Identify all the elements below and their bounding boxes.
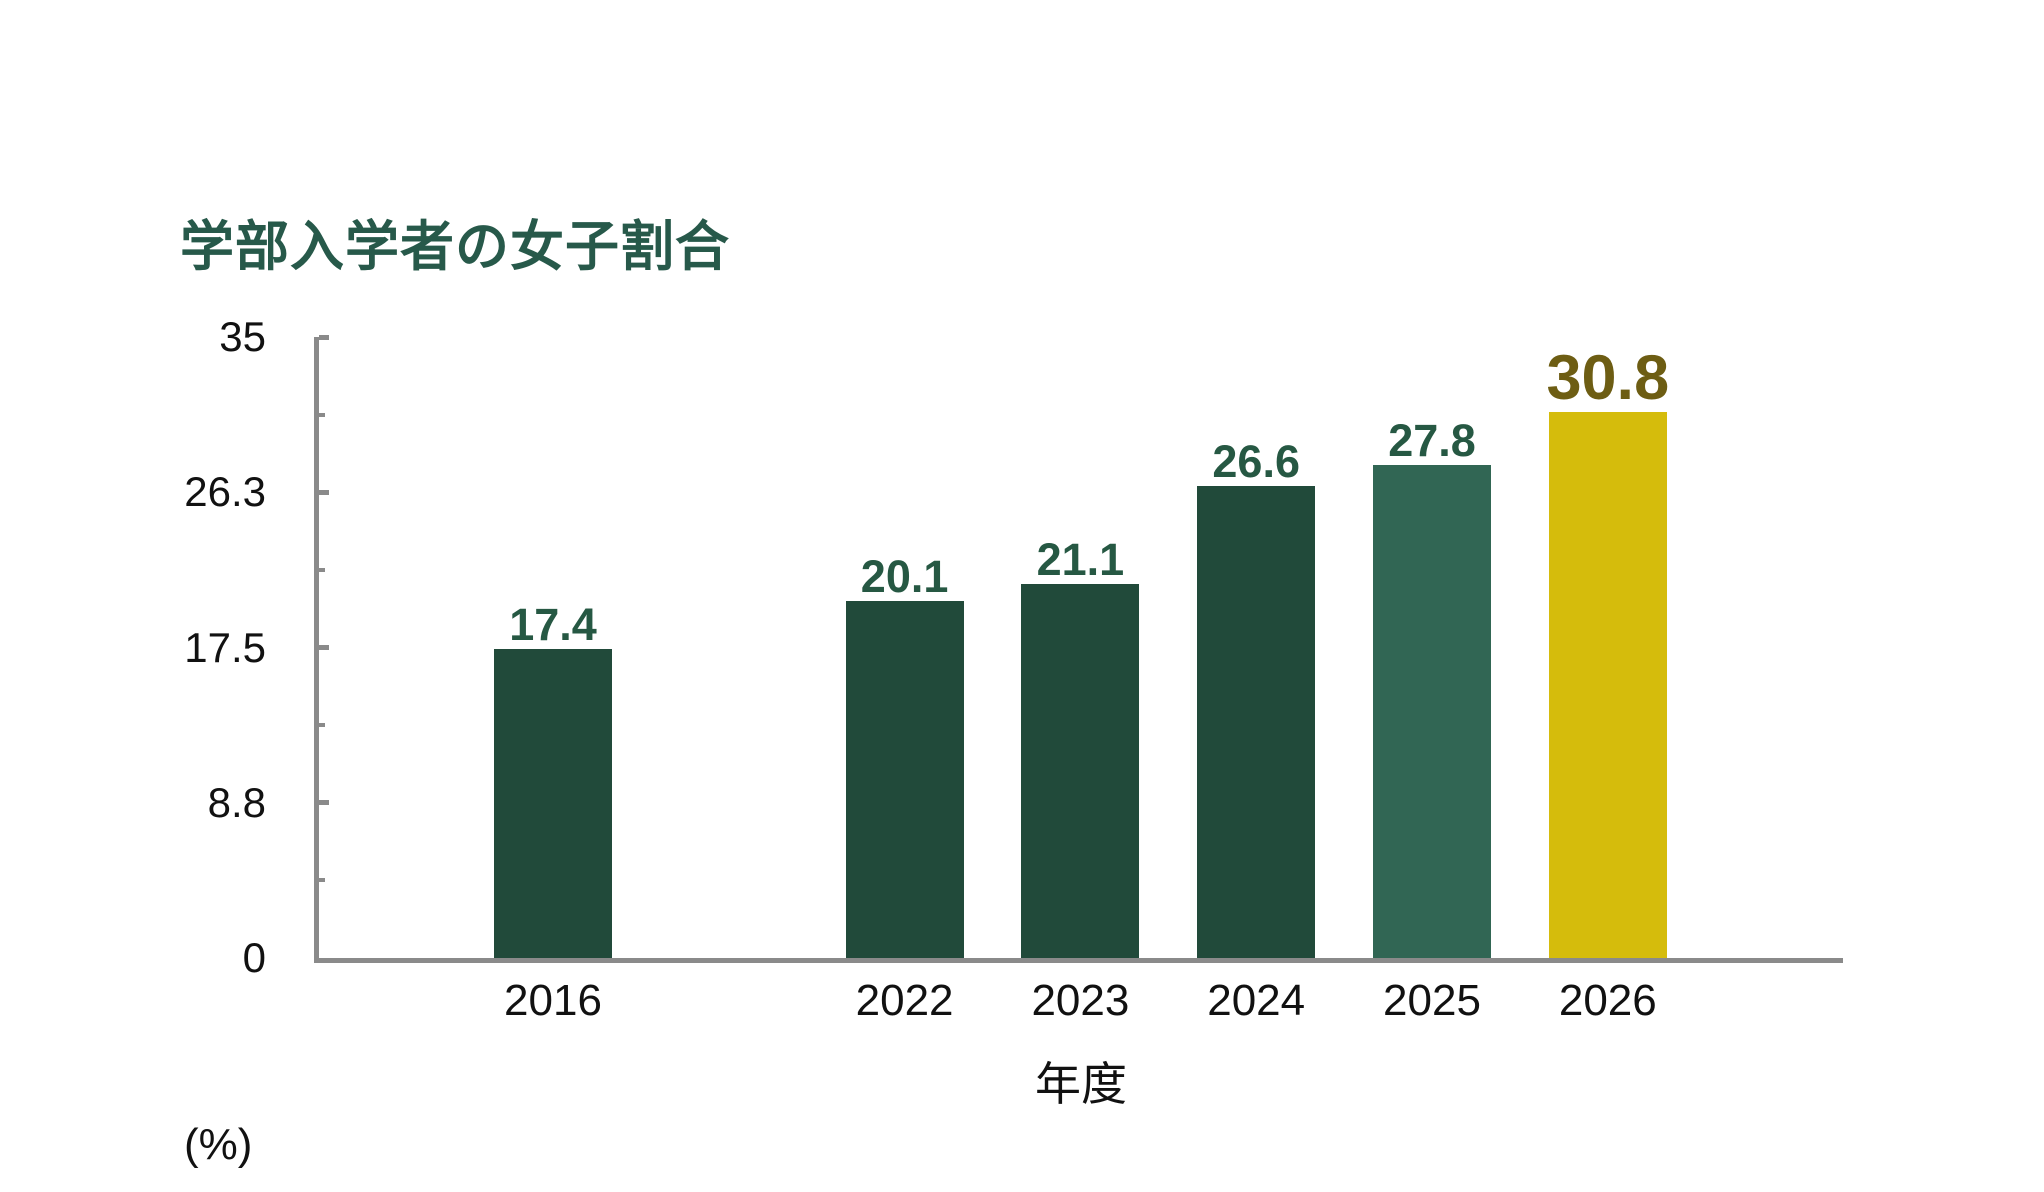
bar-value-label-2026: 30.8 bbox=[1546, 343, 1670, 413]
bar-2024 bbox=[1197, 486, 1316, 958]
x-tick-label-2024: 2024 bbox=[1207, 976, 1306, 1025]
x-tick-label-2022: 2022 bbox=[855, 976, 954, 1025]
bar-value-label-2023: 21.1 bbox=[1036, 534, 1125, 585]
bar-2022 bbox=[845, 601, 964, 958]
bar-value-label-2016: 17.4 bbox=[509, 599, 597, 650]
x-tick-label-2026: 2026 bbox=[1558, 976, 1657, 1025]
x-tick-label-2016: 2016 bbox=[504, 976, 602, 1025]
y-minor-tick bbox=[319, 412, 325, 417]
y-major-tick bbox=[319, 334, 329, 340]
y-tick-label: 35 bbox=[219, 313, 266, 360]
bar-value-label-2025: 27.8 bbox=[1388, 415, 1476, 466]
y-minor-tick bbox=[319, 878, 325, 883]
y-tick-label: 26.3 bbox=[184, 468, 266, 516]
y-major-tick bbox=[319, 645, 329, 650]
plot-area: 17.4 20.1 21.1 26.6 27.8 30.8 bbox=[314, 334, 1843, 963]
y-tick-label: 17.5 bbox=[184, 623, 266, 671]
bar-2023 bbox=[1021, 584, 1140, 958]
y-minor-tick bbox=[319, 567, 325, 572]
y-tick-label: 0 bbox=[242, 934, 266, 981]
x-tick-label-2023: 2023 bbox=[1031, 976, 1130, 1025]
y-major-tick bbox=[319, 489, 329, 495]
y-tick-label: 8.8 bbox=[207, 778, 266, 826]
bar-2025 bbox=[1373, 465, 1491, 958]
bar-value-label-2024: 26.6 bbox=[1212, 436, 1300, 487]
x-axis-title: 年度 bbox=[1035, 1058, 1127, 1110]
bar-2026 bbox=[1548, 412, 1667, 958]
bar-2016 bbox=[494, 649, 612, 958]
chart-title: 学部入学者の女子割合 bbox=[180, 217, 730, 277]
y-minor-tick bbox=[319, 723, 325, 728]
y-axis-unit-label: (%) bbox=[184, 1120, 253, 1169]
bar-value-label-2022: 20.1 bbox=[860, 551, 949, 602]
y-major-tick bbox=[319, 800, 329, 806]
x-tick-label-2025: 2025 bbox=[1383, 976, 1481, 1025]
